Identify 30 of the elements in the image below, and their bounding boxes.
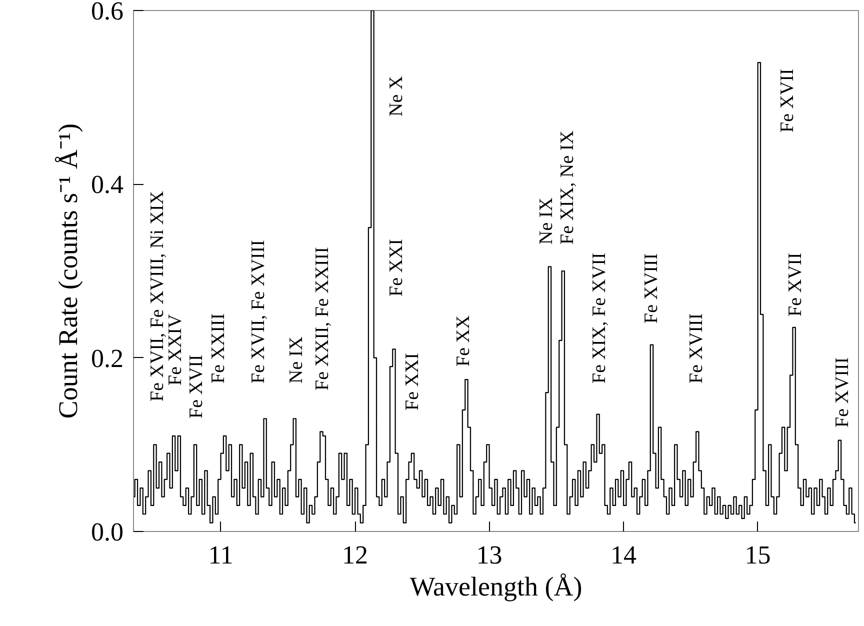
annotation: Fe XVIII — [832, 357, 853, 428]
x-tick-label: 15 — [744, 540, 771, 570]
annotation: Fe XVII — [186, 354, 207, 418]
annotation: Fe XXIV — [165, 314, 186, 386]
annotation: Ne X — [386, 76, 407, 116]
x-tick-label: 14 — [610, 540, 637, 570]
annotation: Fe XVII, Fe XVIII, Ni XIX — [147, 190, 168, 402]
annotation: Fe XXI — [386, 238, 407, 296]
y-tick-label: 0.2 — [91, 344, 124, 373]
annotation: Fe XXI — [402, 352, 423, 410]
annotation: Fe XX — [453, 315, 474, 366]
x-tick-label: 12 — [342, 540, 368, 570]
y-tick-label: 0.0 — [91, 518, 124, 546]
annotation: Fe XVII, Fe XVIII — [248, 240, 269, 384]
annotation: Fe XVIII — [641, 253, 662, 324]
annotation: Fe XIX, Fe XVII — [589, 252, 610, 384]
annotation: Fe XXII, Fe XXIII — [312, 246, 333, 390]
annotation: Fe XVII — [777, 68, 798, 132]
annotation: Ne IX — [536, 197, 557, 244]
annotation: Fe XVIII — [686, 313, 707, 384]
y-axis-title: Count Rate (counts s⁻¹ Å⁻¹) — [53, 123, 83, 419]
x-tick-label: 11 — [208, 540, 234, 570]
annotation: Fe XXIII — [208, 313, 229, 384]
x-tick-label: 13 — [476, 540, 502, 570]
annotation: Fe XIX, Ne IX — [557, 130, 578, 244]
annotation: Ne IX — [286, 336, 307, 384]
x-axis-title: Wavelength (Å) — [410, 572, 582, 602]
annotation: Fe XVII — [785, 252, 806, 316]
y-tick-label: 0.4 — [91, 170, 124, 200]
y-tick-label: 0.6 — [91, 0, 124, 26]
